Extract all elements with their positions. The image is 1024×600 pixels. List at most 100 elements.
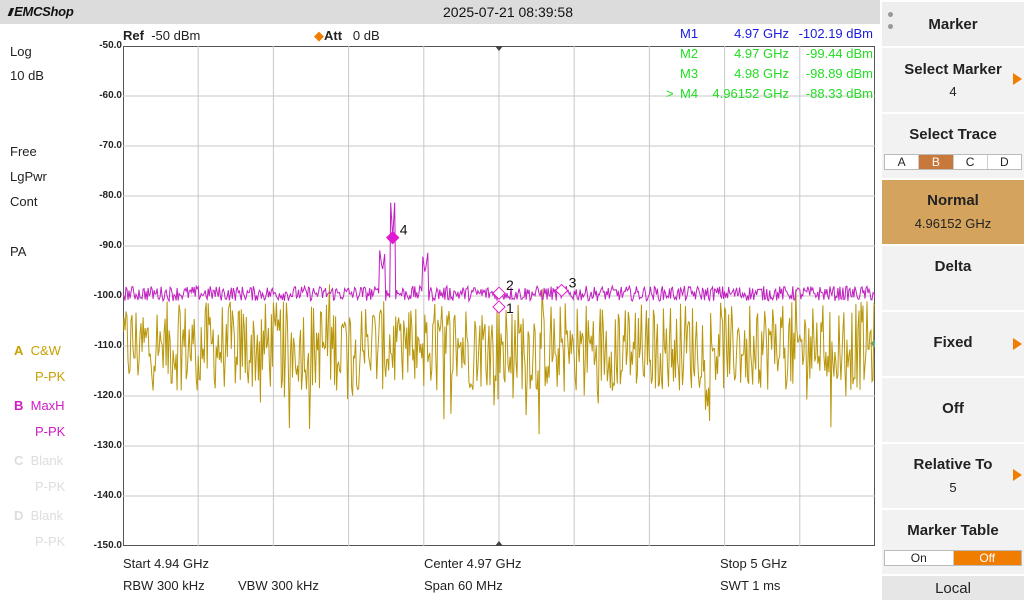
y-tick-label: -150.0 (93, 540, 122, 551)
trace-d-detector: P-PK (35, 534, 66, 549)
trace-b-legend[interactable]: B MaxH (14, 398, 65, 413)
y-tick-label: -60.0 (99, 90, 122, 101)
marker-name: M2 (680, 46, 699, 61)
vbw[interactable]: VBW 300 kHz (238, 578, 319, 593)
arrow-right-icon (1013, 73, 1022, 85)
markers: 1 2 3 4 (386, 222, 577, 316)
button-label: Select Trace (909, 126, 997, 143)
att-label: Att (324, 28, 343, 43)
marker-freq: 4.97 GHz (734, 46, 789, 61)
off-button[interactable]: Off (882, 376, 1024, 442)
trigger-mode: Free (10, 144, 37, 159)
marker-3-label: 3 (569, 274, 577, 290)
marker-2-label: 2 (506, 277, 514, 293)
marker-1-label: 1 (506, 300, 514, 316)
trace-b-detector: P-PK (35, 424, 66, 439)
trace-a-detector: P-PK (35, 369, 66, 384)
marker-name: M1 (680, 26, 699, 41)
delta-button[interactable]: Delta (882, 244, 1024, 310)
drag-dot-icon (888, 12, 893, 17)
trace-option-a[interactable]: A (885, 155, 920, 169)
marker-name: M3 (680, 66, 699, 81)
y-tick-label: -80.0 (99, 190, 122, 201)
sweep-time[interactable]: SWT 1 ms (720, 578, 781, 593)
y-tick-label: -110.0 (94, 340, 122, 351)
trace-mode: Blank (30, 508, 64, 523)
trace-id: C (14, 453, 24, 468)
span[interactable]: Span 60 MHz (424, 578, 503, 593)
drag-dot-icon (888, 24, 893, 29)
trace-mode: MaxH (30, 398, 65, 413)
marker-1-diamond[interactable] (492, 300, 506, 314)
marker-name: M4 (680, 86, 699, 101)
marker-4-diamond[interactable] (386, 230, 400, 245)
status-bar (0, 0, 880, 24)
trace-option-d[interactable]: D (1000, 155, 1009, 169)
toggle-on[interactable]: On (885, 551, 954, 565)
menu-title: Marker (882, 0, 1024, 46)
button-label: Delta (934, 258, 972, 275)
local-button[interactable]: Local (882, 574, 1024, 600)
logo-text: EMCShop (14, 4, 74, 19)
fixed-button[interactable]: Fixed (882, 310, 1024, 376)
attenuation[interactable]: ◆Att 0 dB (314, 28, 380, 44)
y-tick-label: -70.0 (99, 140, 122, 151)
ref-value: -50 dBm (151, 28, 201, 43)
scale-div: 10 dB (10, 68, 44, 83)
button-value: 4 (949, 84, 957, 99)
rbw[interactable]: RBW 300 kHz (123, 578, 205, 593)
button-value: 5 (949, 480, 957, 495)
select-trace-button[interactable]: Select Trace A B C D (882, 112, 1024, 178)
ref-label: Ref (123, 28, 144, 43)
timestamp: 2025-07-21 08:39:58 (443, 4, 573, 20)
trace-a-legend[interactable]: A C&W (14, 343, 61, 358)
button-label: Off (942, 400, 964, 417)
marker-freq: 4.98 GHz (734, 66, 789, 81)
detector-mode: LgPwr (10, 169, 47, 184)
marker-table-toggle[interactable]: On Off (884, 550, 1022, 566)
marker-level: -102.19 dBm (798, 26, 873, 41)
spectrum-plot[interactable]: 1 2 3 4 (123, 46, 875, 546)
trace-c-detector: P-PK (35, 479, 66, 494)
y-tick-label: -130.0 (93, 440, 122, 451)
button-label: Select Marker (904, 61, 1002, 78)
center-freq[interactable]: Center 4.97 GHz (424, 556, 522, 571)
center-top-triangle-icon (495, 46, 503, 51)
trace-mode: C&W (30, 343, 61, 358)
y-tick-label: -120.0 (93, 390, 122, 401)
scale-type: Log (10, 44, 32, 59)
y-tick-label: -140.0 (93, 490, 122, 501)
button-label: Normal (927, 192, 979, 209)
trace-c-legend[interactable]: C Blank (14, 453, 63, 468)
trace-d-legend[interactable]: D Blank (14, 508, 63, 523)
logo-mark: /// (8, 7, 13, 19)
menu-title-text: Marker (928, 16, 978, 33)
arrow-right-icon (1013, 469, 1022, 481)
toggle-off[interactable]: Off (953, 551, 1021, 565)
trace-selector[interactable]: A B C D (884, 154, 1022, 170)
button-value: 4.96152 GHz (914, 216, 992, 231)
select-marker-button[interactable]: Select Marker 4 (882, 46, 1024, 112)
start-freq[interactable]: Start 4.94 GHz (123, 556, 209, 571)
button-label: Relative To (913, 456, 993, 473)
stop-freq[interactable]: Stop 5 GHz (720, 556, 788, 571)
arrow-right-icon (1013, 338, 1022, 350)
marker-prefix: > (666, 86, 674, 101)
marker-3-diamond[interactable] (554, 283, 569, 298)
trace-option-b[interactable]: B (919, 155, 954, 169)
y-tick-label: -100.0 (93, 290, 122, 301)
relative-to-button[interactable]: Relative To 5 (882, 442, 1024, 508)
marker-level: -98.89 dBm (805, 66, 873, 81)
marker-2-diamond[interactable] (492, 286, 506, 300)
ref-level[interactable]: Ref -50 dBm (123, 28, 200, 43)
marker-freq: 4.96152 GHz (712, 86, 789, 101)
trace-option-c[interactable]: C (954, 155, 988, 169)
att-diamond-icon: ◆ (314, 28, 324, 43)
marker-table-button[interactable]: Marker Table On Off (882, 508, 1024, 574)
trace-id: D (14, 508, 24, 523)
trace-id: A (14, 343, 24, 358)
normal-button[interactable]: Normal 4.96152 GHz (882, 178, 1024, 244)
marker-4-label: 4 (400, 222, 408, 238)
y-tick-label: -50.0 (99, 40, 122, 51)
center-bottom-triangle-icon (495, 541, 503, 546)
